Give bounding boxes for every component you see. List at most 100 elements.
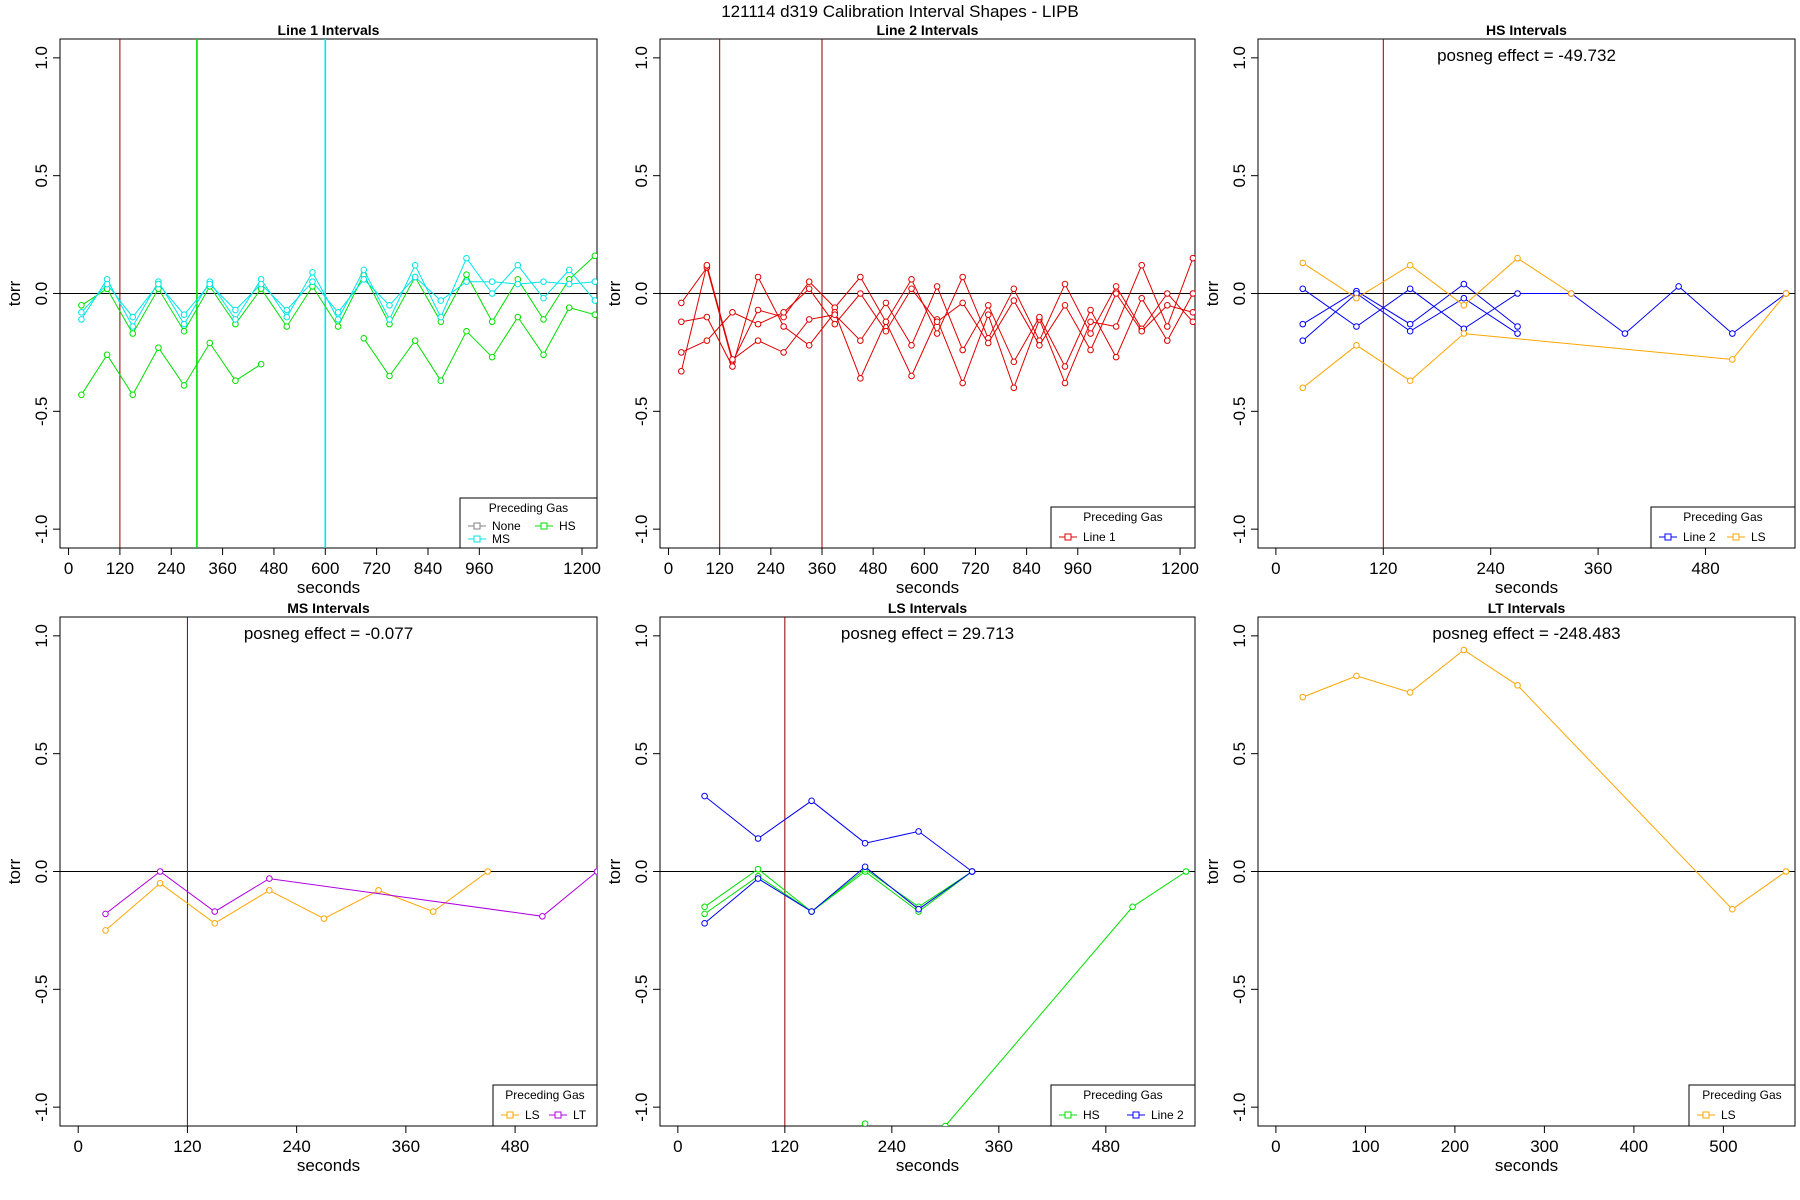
data-point bbox=[102, 927, 109, 934]
data-point bbox=[206, 339, 214, 347]
y-tick-label: 1.0 bbox=[1230, 624, 1249, 648]
legend: Preceding Gas Line 2 LS bbox=[1650, 506, 1796, 549]
data-point bbox=[591, 252, 597, 260]
data-point bbox=[484, 868, 492, 875]
series-line-line-2 bbox=[704, 866, 973, 924]
data-point bbox=[437, 313, 445, 321]
series-line-hs bbox=[363, 307, 596, 382]
x-tick-label: 480 bbox=[859, 559, 887, 578]
data-point bbox=[908, 276, 915, 283]
data-point bbox=[266, 887, 273, 894]
x-tick-label: 120 bbox=[106, 559, 134, 578]
legend-label: Line 1 bbox=[1083, 530, 1116, 544]
x-tick-label: 360 bbox=[392, 1137, 420, 1156]
x-tick-label: 360 bbox=[1584, 559, 1612, 578]
data-point bbox=[1138, 327, 1146, 335]
series-line-hs bbox=[704, 868, 973, 913]
x-axis-label: seconds bbox=[1495, 1156, 1558, 1175]
data-point bbox=[1460, 280, 1468, 288]
data-point bbox=[1406, 377, 1414, 384]
data-point bbox=[908, 372, 915, 380]
data-point bbox=[463, 327, 470, 335]
data-point bbox=[857, 337, 864, 344]
data-point bbox=[1567, 290, 1575, 297]
y-tick-label: 0.5 bbox=[32, 742, 51, 766]
legend-swatch-marker bbox=[473, 522, 481, 530]
legend-title: Preceding Gas bbox=[1683, 510, 1762, 524]
data-point bbox=[1514, 323, 1521, 330]
y-tick-label: -0.5 bbox=[32, 975, 51, 1004]
data-point bbox=[463, 254, 470, 262]
y-tick-label: 0.5 bbox=[632, 742, 651, 766]
data-point bbox=[805, 285, 813, 293]
series-line-ls bbox=[1302, 293, 1787, 389]
data-point bbox=[1182, 868, 1190, 875]
data-point bbox=[540, 316, 547, 323]
x-tick-label: 0 bbox=[1271, 1137, 1280, 1156]
y-axis-label: torr bbox=[5, 858, 24, 884]
legend-title: Preceding Gas bbox=[505, 1088, 584, 1102]
panel-title: LT Intervals bbox=[1488, 600, 1566, 616]
data-point bbox=[565, 280, 573, 288]
x-tick-label: 960 bbox=[1064, 559, 1092, 578]
data-point bbox=[1189, 254, 1195, 262]
y-tick-label: -0.5 bbox=[632, 975, 651, 1004]
data-point bbox=[283, 313, 291, 321]
plot-area bbox=[60, 39, 597, 548]
x-tick-label: 240 bbox=[757, 559, 785, 578]
legend: Preceding Gas LS LT bbox=[492, 1084, 598, 1127]
y-tick-label: 0.0 bbox=[32, 860, 51, 884]
data-point bbox=[959, 346, 966, 354]
data-point bbox=[180, 382, 188, 389]
data-point bbox=[933, 318, 941, 326]
data-point bbox=[437, 297, 445, 304]
data-point bbox=[701, 910, 708, 918]
x-tick-label: 120 bbox=[705, 559, 733, 578]
data-point bbox=[386, 316, 393, 323]
x-tick-label: 240 bbox=[1477, 559, 1505, 578]
data-point bbox=[180, 320, 188, 328]
data-point bbox=[1087, 318, 1094, 326]
data-point bbox=[283, 323, 291, 330]
y-tick-label: 1.0 bbox=[1230, 46, 1249, 70]
y-tick-label: 1.0 bbox=[32, 624, 51, 648]
data-point bbox=[103, 351, 111, 359]
data-point bbox=[540, 351, 547, 359]
data-point bbox=[1036, 342, 1043, 349]
data-point bbox=[334, 323, 342, 330]
data-point bbox=[1061, 363, 1069, 370]
x-tick-label: 960 bbox=[465, 559, 493, 578]
x-tick-label: 360 bbox=[985, 1137, 1013, 1156]
data-point bbox=[156, 879, 164, 887]
data-point bbox=[129, 323, 137, 330]
data-point bbox=[488, 290, 496, 297]
data-point bbox=[180, 327, 188, 335]
data-point bbox=[1460, 330, 1468, 337]
data-point bbox=[540, 278, 547, 286]
data-point bbox=[1010, 358, 1018, 366]
data-point bbox=[1189, 309, 1195, 316]
data-point bbox=[1010, 384, 1018, 392]
data-point bbox=[1299, 337, 1307, 344]
y-tick-label: -1.0 bbox=[1230, 514, 1249, 543]
data-point bbox=[1061, 379, 1069, 387]
data-point bbox=[857, 290, 864, 297]
data-point bbox=[1353, 323, 1360, 330]
x-tick-label: 600 bbox=[910, 559, 938, 578]
plot-area bbox=[1258, 646, 1795, 913]
y-tick-label: 1.0 bbox=[632, 624, 651, 648]
x-tick-label: 0 bbox=[673, 1137, 682, 1156]
data-point bbox=[266, 875, 273, 882]
data-point bbox=[1460, 301, 1468, 309]
x-tick-label: 240 bbox=[282, 1137, 310, 1156]
data-point bbox=[1406, 285, 1414, 293]
x-tick-label: 240 bbox=[878, 1137, 906, 1156]
data-point bbox=[908, 285, 915, 293]
data-point bbox=[1406, 261, 1414, 269]
series-line-hs bbox=[704, 868, 973, 915]
x-tick-label: 240 bbox=[157, 559, 185, 578]
x-tick-label: 840 bbox=[1012, 559, 1040, 578]
data-point bbox=[1061, 301, 1069, 309]
x-tick-label: 0 bbox=[1271, 559, 1280, 578]
data-point bbox=[257, 280, 265, 288]
